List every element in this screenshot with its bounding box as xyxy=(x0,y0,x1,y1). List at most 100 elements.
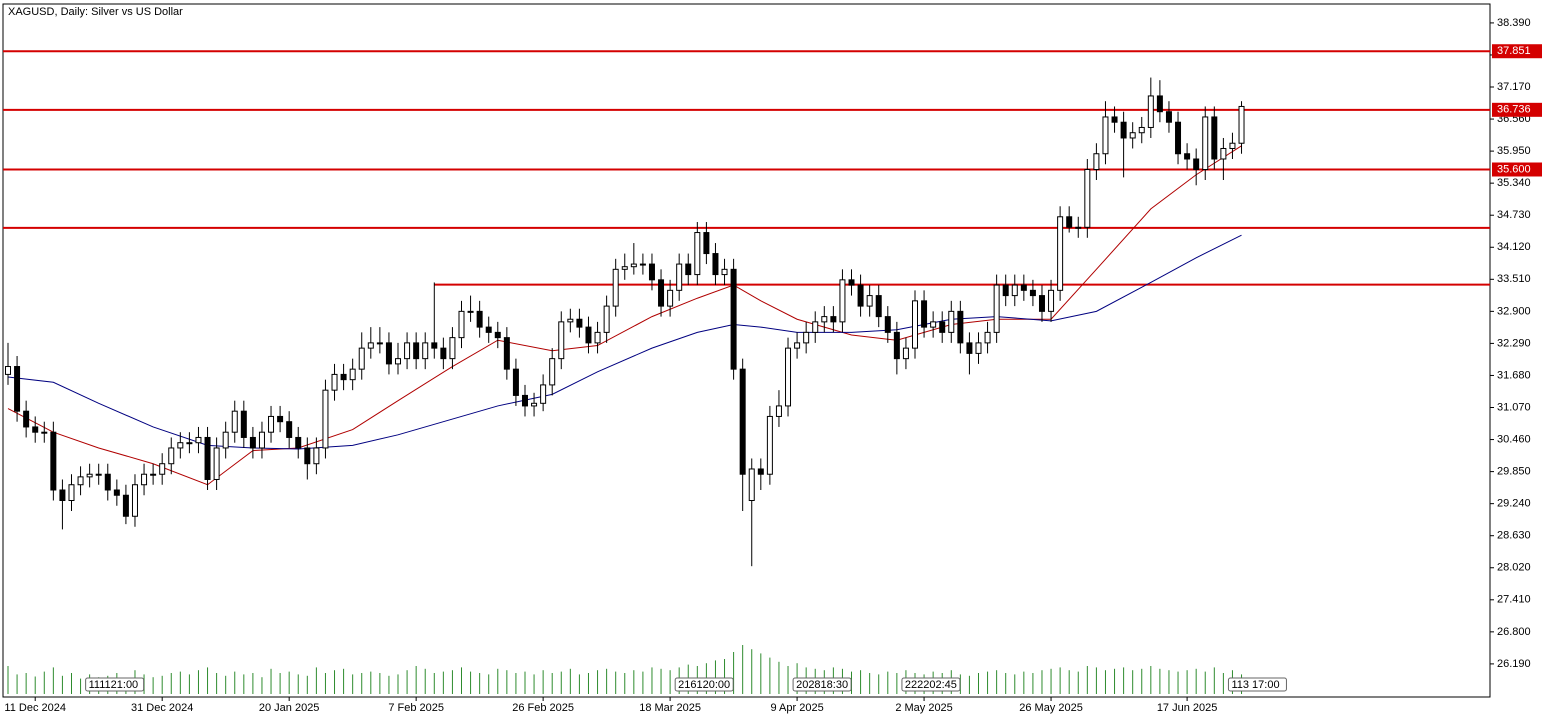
candle-body xyxy=(476,310,483,328)
candle-body xyxy=(1048,289,1055,312)
candle-body xyxy=(984,331,991,344)
event-marker-box xyxy=(792,677,852,692)
x-tick-label: 9 Apr 2025 xyxy=(770,702,823,714)
candle-body xyxy=(966,342,973,354)
candle-body xyxy=(1120,121,1127,139)
candle-body xyxy=(485,326,492,333)
y-tick-label: 26.190 xyxy=(1497,658,1531,670)
candle-body xyxy=(141,473,148,486)
candle-body xyxy=(159,463,166,475)
y-tick-label: 31.680 xyxy=(1497,369,1531,381)
candle-body xyxy=(1165,111,1172,123)
candle-body xyxy=(975,342,982,354)
candle-body xyxy=(803,331,810,344)
candle-body xyxy=(68,484,75,502)
event-marker-box xyxy=(85,677,145,692)
candle-body xyxy=(150,473,157,476)
candle-body xyxy=(204,436,211,480)
candle-body xyxy=(1147,95,1154,128)
candle-body xyxy=(494,331,501,339)
candle-body xyxy=(766,415,773,475)
candle-body xyxy=(376,342,383,345)
y-tick-label: 33.510 xyxy=(1497,273,1531,285)
candle-body xyxy=(1102,116,1109,155)
y-tick-label: 35.950 xyxy=(1497,145,1531,157)
candle-body xyxy=(1156,95,1163,113)
candle-body xyxy=(794,342,801,349)
x-tick-label: 2 May 2025 xyxy=(895,702,952,714)
event-marker: 113 17:00 xyxy=(1231,679,1279,691)
candle-body xyxy=(739,368,746,475)
y-tick-label: 28.020 xyxy=(1497,562,1531,574)
candle-body xyxy=(1057,216,1064,291)
candle-body xyxy=(404,342,411,360)
candle-body xyxy=(349,368,356,381)
level-label-box xyxy=(1492,102,1542,117)
y-tick-label: 35.340 xyxy=(1497,177,1531,189)
x-tick-label: 18 Mar 2025 xyxy=(639,702,701,714)
candle-body xyxy=(240,410,247,438)
candle-body xyxy=(1075,226,1082,229)
candle-body xyxy=(567,318,574,323)
candle-body xyxy=(131,484,138,517)
candle-body xyxy=(313,447,320,465)
y-tick-label: 37.170 xyxy=(1497,81,1531,93)
y-tick-label: 32.900 xyxy=(1497,305,1531,317)
candle-body xyxy=(1029,289,1036,297)
candle-body xyxy=(730,268,737,370)
y-tick-label: 31.070 xyxy=(1497,401,1531,413)
candle-body xyxy=(168,447,175,465)
candle-body xyxy=(1129,132,1136,139)
candle-body xyxy=(1111,116,1118,123)
candle-body xyxy=(848,279,855,286)
x-tick-label: 7 Feb 2025 xyxy=(388,702,444,714)
candle-body xyxy=(331,373,338,391)
candle-body xyxy=(703,232,710,255)
candle-body xyxy=(875,295,882,318)
candle-body xyxy=(1220,147,1227,160)
candle-body xyxy=(866,295,873,307)
candle-body xyxy=(1211,116,1218,160)
level-label-box xyxy=(1492,162,1542,177)
x-tick-label: 31 Dec 2024 xyxy=(131,702,193,714)
y-tick-label: 26.800 xyxy=(1497,626,1531,638)
candle-body xyxy=(1066,216,1073,228)
candle-body xyxy=(521,394,528,407)
candle-body xyxy=(340,373,347,381)
candle-body xyxy=(268,415,275,433)
candle-body xyxy=(1193,158,1200,171)
level-label: 37.851 xyxy=(1497,45,1531,57)
candle-body xyxy=(358,347,365,370)
candle-body xyxy=(413,342,420,360)
x-tick-label: 17 Jun 2025 xyxy=(1157,702,1218,714)
event-marker: 202818:30 xyxy=(796,679,848,691)
candle-body xyxy=(431,342,438,349)
plot-frame xyxy=(2,3,1491,698)
candle-body xyxy=(884,316,891,333)
event-marker: 111121:00 xyxy=(89,679,139,691)
x-tick-label: 26 Feb 2025 xyxy=(512,702,574,714)
candle-body xyxy=(721,268,728,276)
candle-body xyxy=(449,337,456,360)
candle-body xyxy=(1002,284,1009,297)
candle-body xyxy=(304,447,311,465)
candle-body xyxy=(86,473,93,478)
candle-body xyxy=(993,284,1000,333)
candle-body xyxy=(648,263,655,281)
candle-body xyxy=(322,389,329,449)
candle-body xyxy=(576,318,583,328)
y-tick-label: 29.850 xyxy=(1497,466,1531,478)
candle-body xyxy=(195,436,202,444)
candle-body xyxy=(440,347,447,360)
candle-body xyxy=(222,431,229,449)
event-marker: 222202:45 xyxy=(905,679,957,691)
candle-body xyxy=(785,347,792,407)
candle-body xyxy=(658,279,665,307)
candle-body xyxy=(1238,105,1245,144)
event-marker: 216120:00 xyxy=(678,679,730,691)
event-marker-box xyxy=(1227,677,1287,692)
candle-body xyxy=(258,431,265,449)
y-tick-label: 27.410 xyxy=(1497,594,1531,606)
candle-body xyxy=(748,468,755,502)
candle-body xyxy=(1229,142,1236,149)
